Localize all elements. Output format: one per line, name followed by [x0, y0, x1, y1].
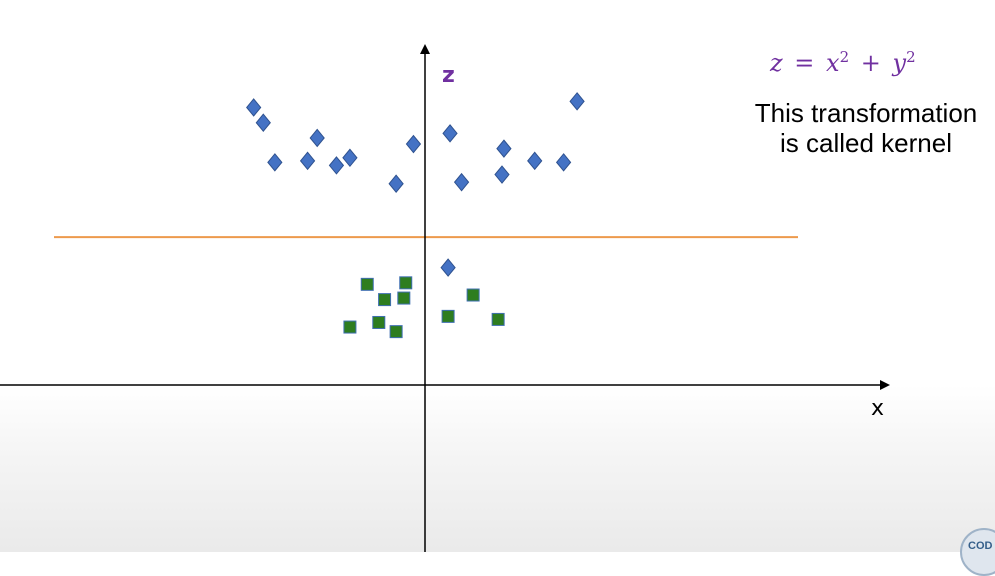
diamond-point — [555, 153, 572, 172]
x-axis-arrowhead — [880, 380, 890, 390]
formula-lhs: z — [770, 49, 783, 77]
caption-line-1: This transformation — [754, 98, 978, 128]
diamond-point — [388, 174, 404, 193]
square-point — [441, 309, 455, 323]
diamond-point — [299, 151, 316, 171]
diamond-point — [453, 172, 470, 192]
x-axis-label: x — [871, 396, 884, 421]
formula-term1-exp: 2 — [839, 48, 850, 66]
formula-term1-base: x — [826, 49, 840, 77]
square-point — [360, 277, 374, 291]
z-axis-label: z — [442, 63, 455, 88]
data-points — [246, 92, 585, 339]
caption-line-2: is called kernel — [780, 128, 952, 158]
formula-equals: = — [794, 49, 815, 77]
diamond-point — [342, 148, 358, 168]
diamond-point — [494, 165, 510, 184]
kernel-caption: This transformation is called kernel — [728, 98, 995, 158]
square-point — [389, 325, 403, 339]
square-point — [397, 291, 411, 305]
diamond-point — [496, 139, 512, 158]
diamond-point — [405, 134, 422, 154]
square-point — [378, 293, 392, 307]
kernel-formula: z = x2 + y2 — [770, 48, 970, 77]
formula-plus: + — [860, 49, 881, 77]
diamond-point — [442, 124, 458, 143]
kernel-diagram: z x — [0, 44, 890, 552]
channel-logo: COD — [960, 528, 995, 576]
square-point — [491, 312, 505, 326]
diamond-point — [267, 153, 283, 172]
diamond-point — [328, 156, 345, 175]
formula-term2-base: y — [892, 49, 907, 77]
diamond-point — [527, 151, 543, 171]
z-axis-arrowhead — [420, 44, 430, 54]
formula-term2-exp: 2 — [906, 48, 916, 66]
diamond-point — [309, 128, 325, 148]
diamond-point — [246, 98, 262, 117]
channel-logo-text: COD — [968, 540, 993, 552]
diamond-point — [255, 113, 271, 132]
square-point — [399, 276, 413, 290]
square-point — [466, 288, 480, 302]
diamond-point — [569, 92, 585, 111]
diamond-point — [440, 258, 456, 277]
square-point — [343, 320, 357, 334]
square-point — [372, 315, 386, 329]
